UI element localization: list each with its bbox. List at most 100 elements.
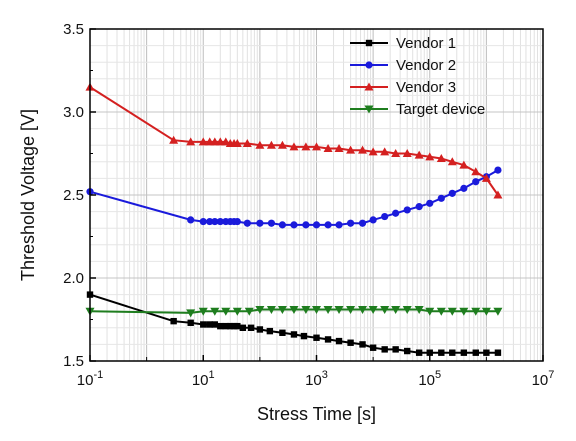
data-point-vendor-1 (239, 324, 247, 331)
legend-item-vendor-3: Vendor 3 (350, 79, 456, 96)
data-point-vendor-3 (358, 145, 368, 154)
data-point-vendor-2 (312, 221, 321, 229)
data-point-vendor-1 (313, 334, 320, 341)
data-point-vendor-2 (415, 203, 423, 211)
data-point-vendor-3 (380, 147, 390, 156)
data-point-vendor-1 (438, 349, 445, 356)
data-point-vendor-3 (198, 137, 208, 146)
data-point-vendor-2 (206, 217, 214, 226)
legend: Vendor 1 Vendor 2 Vendor 3 Target device (350, 35, 485, 118)
data-point-vendor-1 (279, 329, 286, 336)
data-point-vendor-1 (359, 341, 366, 348)
data-point-target-device (481, 307, 491, 316)
series-line-vendor-3 (89, 86, 499, 196)
data-point-vendor-3 (242, 139, 252, 148)
data-point-vendor-1 (449, 349, 456, 356)
data-point-target-device (334, 306, 344, 315)
data-point-vendor-2 (335, 221, 343, 229)
data-point-vendor-2 (346, 219, 355, 227)
data-point-vendor-3 (186, 137, 196, 146)
axis-ticks: 1.52.02.53.03.510-1 101 103 105 107 (63, 21, 554, 389)
data-point-vendor-1 (335, 337, 343, 345)
data-point-vendor-3 (493, 190, 503, 199)
data-point-vendor-1 (300, 332, 308, 340)
data-point-vendor-2 (403, 206, 411, 214)
data-point-vendor-1 (211, 321, 219, 328)
data-point-vendor-2 (324, 221, 332, 229)
data-point-vendor-2 (302, 221, 310, 229)
data-point-vendor-3 (471, 167, 481, 176)
x-tick-base: 10 (532, 372, 549, 389)
data-point-target-device (323, 306, 333, 315)
data-point-vendor-3 (255, 140, 265, 149)
x-tick-base: 10 (77, 372, 94, 389)
data-point-vendor-1 (404, 347, 411, 355)
x-tick-label: 103 (305, 369, 328, 389)
y-tick-label: 3.5 (63, 21, 84, 38)
x-tick-exponent: 7 (548, 369, 554, 381)
data-point-target-device (289, 306, 299, 315)
data-point-vendor-3 (169, 135, 179, 144)
data-point-target-device (368, 306, 378, 315)
data-point-vendor-1 (217, 322, 224, 330)
x-tick-base: 10 (305, 372, 322, 389)
data-point-vendor-1 (347, 339, 354, 346)
data-point-vendor-3 (459, 160, 469, 169)
data-point-target-device (414, 306, 424, 315)
data-point-vendor-2 (392, 209, 400, 217)
data-point-vendor-2 (278, 221, 287, 229)
x-tick-label: 107 (532, 369, 555, 389)
data-point-vendor-2 (256, 219, 264, 227)
data-point-vendor-1 (266, 327, 274, 335)
data-point-target-device (221, 307, 231, 316)
data-point-vendor-2 (187, 216, 195, 224)
legend-marker (364, 105, 374, 114)
legend-marker (364, 82, 374, 91)
data-point-vendor-1 (234, 322, 241, 330)
data-point-vendor-2 (448, 189, 456, 197)
data-point-vendor-1 (230, 322, 238, 330)
data-point-vendor-1 (381, 346, 388, 353)
data-point-target-device (380, 306, 390, 315)
legend-label: Vendor 1 (396, 35, 456, 52)
x-tick-exponent: 1 (209, 369, 215, 381)
y-tick-label: 2.5 (63, 187, 84, 204)
data-point-vendor-1 (170, 317, 177, 325)
data-point-vendor-2 (472, 178, 480, 186)
data-point-target-device (266, 306, 276, 315)
data-point-vendor-3 (368, 147, 378, 156)
data-point-vendor-2 (437, 194, 445, 202)
data-point-target-device (493, 307, 503, 316)
data-point-target-device (198, 307, 208, 316)
legend-label: Target device (396, 101, 485, 118)
y-tick-label: 3.0 (63, 104, 84, 121)
x-tick-base: 10 (192, 372, 209, 389)
data-point-vendor-3 (289, 142, 299, 151)
series-vendor-2 (86, 166, 502, 229)
data-point-vendor-1 (494, 349, 502, 356)
data-point-vendor-2 (216, 217, 224, 226)
x-axis-title: Stress Time [s] (257, 404, 376, 424)
series-layer (85, 82, 503, 356)
data-point-vendor-3 (481, 173, 491, 182)
data-point-vendor-3 (277, 140, 287, 149)
data-point-vendor-1 (483, 349, 490, 356)
data-point-vendor-2 (290, 221, 298, 229)
data-point-vendor-1 (290, 331, 298, 338)
data-point-vendor-3 (346, 145, 356, 154)
x-tick-label: 10-1 (77, 369, 103, 389)
y-axis-title: Threshold Voltage [V] (18, 109, 38, 281)
grid-lines (89, 28, 543, 362)
data-point-target-device (436, 307, 446, 316)
series-vendor-1 (86, 291, 502, 356)
data-point-vendor-3 (301, 142, 311, 151)
data-point-vendor-1 (472, 349, 479, 356)
legend-label: Vendor 2 (396, 57, 456, 74)
data-point-target-device (232, 307, 242, 316)
data-point-vendor-3 (312, 142, 321, 151)
data-point-vendor-1 (222, 322, 229, 330)
data-point-vendor-1 (324, 336, 332, 343)
data-point-target-device (277, 306, 287, 315)
data-point-vendor-1 (415, 349, 423, 356)
data-point-vendor-3 (402, 149, 412, 157)
